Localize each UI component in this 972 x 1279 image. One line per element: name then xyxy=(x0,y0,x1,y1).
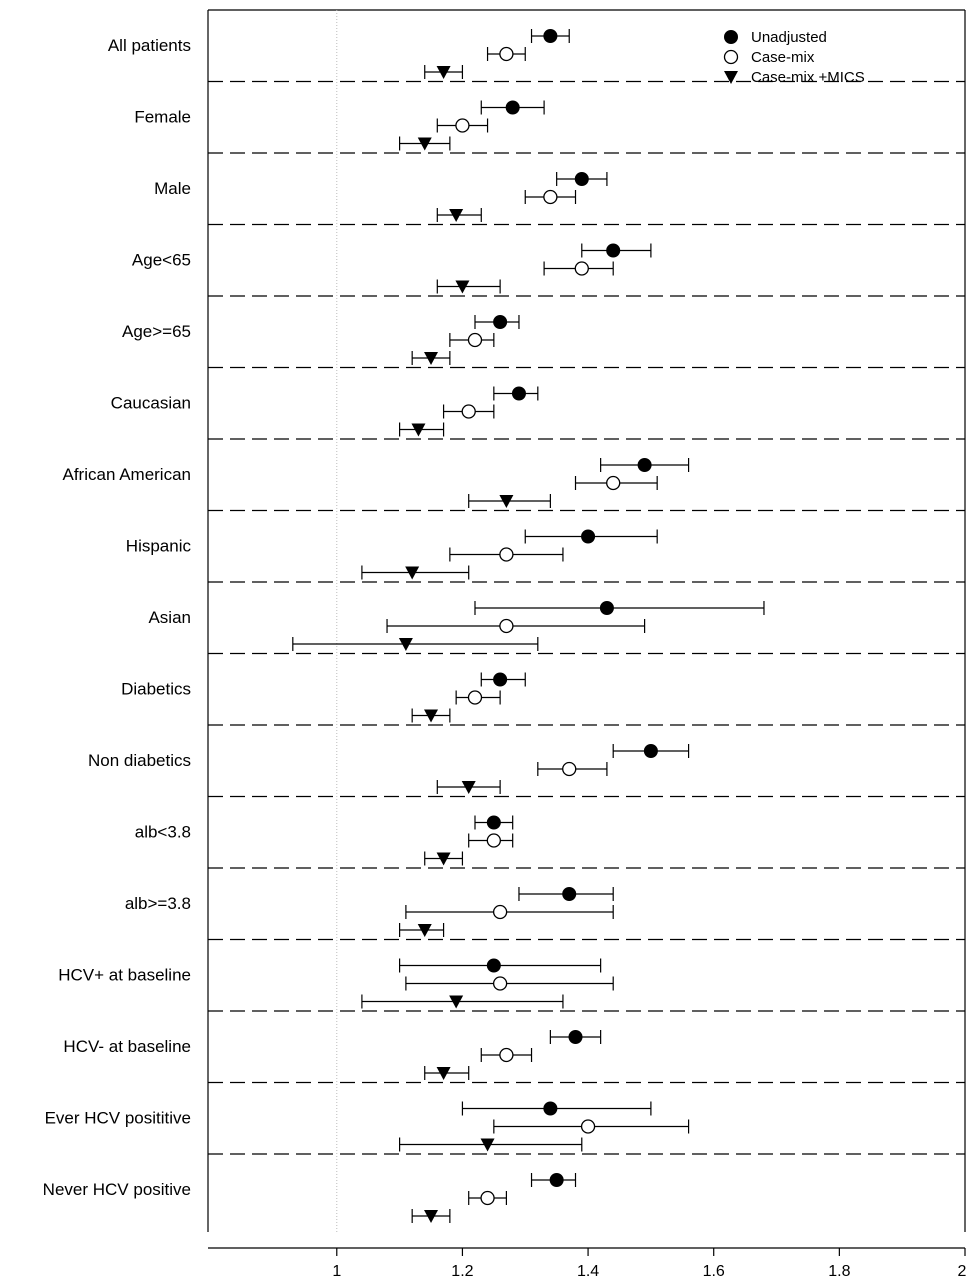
point-case-mix xyxy=(455,118,470,133)
x-tick-label: 1.4 xyxy=(577,1263,599,1279)
point-case-mix xyxy=(486,833,501,848)
point-case-mix xyxy=(574,261,589,276)
category-label: African American xyxy=(63,465,192,484)
category-label: HCV- at baseline xyxy=(63,1037,191,1056)
category-label: Male xyxy=(154,179,191,198)
point-case-mix xyxy=(467,332,483,348)
category-label: All patients xyxy=(108,36,191,55)
point-case-mix xyxy=(499,1047,514,1063)
category-label: Non diabetics xyxy=(88,751,191,770)
point-case-mix xyxy=(461,404,476,419)
point-unadjusted xyxy=(543,1101,558,1116)
point-unadjusted xyxy=(486,958,501,973)
x-tick-label: 2 xyxy=(958,1263,967,1279)
point-unadjusted xyxy=(643,744,658,758)
point-unadjusted xyxy=(574,172,589,186)
point-unadjusted xyxy=(637,458,652,472)
point-case-mix-mics xyxy=(424,709,439,723)
category-label: Age<65 xyxy=(132,251,191,270)
category-label: alb>=3.8 xyxy=(125,894,191,913)
point-case-mix xyxy=(543,189,558,205)
category-labels: All patients Female Male Age<65 Age>=65 Cauca… xyxy=(43,36,192,1199)
point-unadjusted xyxy=(562,887,577,901)
point-case-mix xyxy=(606,475,621,491)
category-label: HCV+ at baseline xyxy=(58,966,191,985)
point-case-mix xyxy=(467,690,483,705)
point-case-mix-mics xyxy=(455,280,470,294)
point-case-mix-mics xyxy=(436,66,451,79)
x-tick-label: 1.2 xyxy=(451,1263,473,1279)
point-case-mix xyxy=(480,1190,495,1206)
point-case-mix-mics xyxy=(480,1138,495,1152)
point-unadjusted xyxy=(543,29,558,43)
point-case-mix-mics xyxy=(499,495,514,508)
point-case-mix-mics xyxy=(424,1210,439,1223)
point-case-mix-mics xyxy=(461,781,476,794)
category-label: Caucasian xyxy=(111,394,191,413)
x-tick-label: 1.8 xyxy=(828,1263,850,1279)
estimate-marks xyxy=(292,29,765,1223)
point-unadjusted xyxy=(549,1173,564,1187)
point-case-mix-mics xyxy=(436,1067,451,1080)
point-case-mix xyxy=(499,547,514,562)
point-case-mix xyxy=(562,761,577,777)
point-unadjusted xyxy=(493,315,508,329)
point-case-mix-mics xyxy=(424,352,439,365)
point-case-mix xyxy=(580,1119,596,1134)
point-case-mix-mics xyxy=(405,566,420,580)
category-label: Hispanic xyxy=(126,537,192,556)
point-case-mix-mics xyxy=(398,638,413,651)
point-case-mix-mics xyxy=(436,852,451,866)
point-case-mix-mics xyxy=(411,423,426,437)
point-unadjusted xyxy=(606,243,621,258)
legend-marker xyxy=(724,30,738,44)
point-unadjusted xyxy=(486,815,501,830)
category-label: Female xyxy=(134,108,191,127)
category-label: Diabetics xyxy=(121,680,191,699)
point-unadjusted xyxy=(581,529,596,544)
point-case-mix-mics xyxy=(449,995,464,1009)
point-unadjusted xyxy=(599,601,614,615)
category-label: Never HCV positive xyxy=(43,1180,191,1199)
point-case-mix xyxy=(492,904,508,920)
group-separators xyxy=(208,80,965,1155)
category-label: Ever HCV posititive xyxy=(45,1109,191,1128)
legend-marker xyxy=(724,71,738,84)
category-label: Age>=65 xyxy=(122,322,191,341)
legend-label: Case-mix xyxy=(751,49,815,66)
x-tick-label: 1 xyxy=(332,1263,341,1279)
legend-marker xyxy=(723,49,739,65)
point-unadjusted xyxy=(568,1030,583,1044)
legend: Unadjusted Case-mix Case-mix +MICS xyxy=(723,29,865,86)
point-unadjusted xyxy=(493,672,508,687)
category-label: Asian xyxy=(148,608,191,627)
point-case-mix-mics xyxy=(417,137,432,151)
point-case-mix-mics xyxy=(449,209,464,222)
point-case-mix xyxy=(492,976,508,991)
point-unadjusted xyxy=(511,386,526,401)
legend-label: Unadjusted xyxy=(751,29,827,46)
point-unadjusted xyxy=(505,100,520,115)
point-case-mix xyxy=(499,618,514,634)
x-axis-ticks: 1 1.2 1.4 1.6 1.8 2 xyxy=(332,1248,967,1279)
point-case-mix-mics xyxy=(417,924,432,937)
point-case-mix xyxy=(499,46,514,62)
category-label: alb<3.8 xyxy=(135,823,191,842)
x-tick-label: 1.6 xyxy=(703,1263,725,1279)
legend-label: Case-mix +MICS xyxy=(751,69,865,86)
